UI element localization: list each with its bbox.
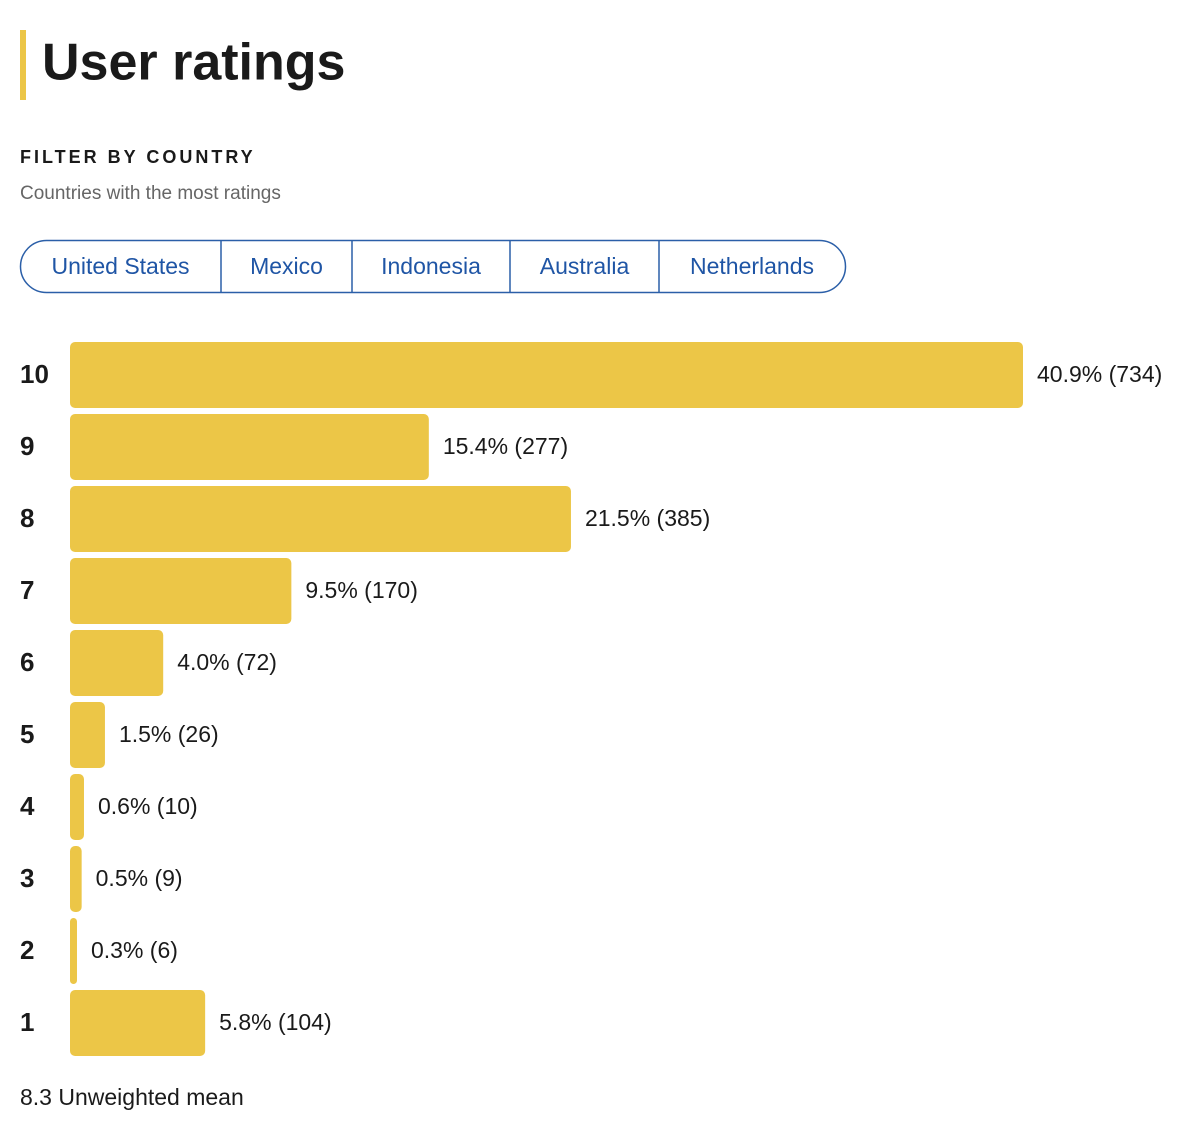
bar (70, 702, 105, 768)
value-label: 0.3% (6) (91, 937, 178, 963)
bar (70, 846, 82, 912)
category-label: 7 (20, 575, 34, 605)
filter-button[interactable] (221, 241, 352, 292)
category-label: 10 (20, 359, 49, 389)
value-label: 9.5% (170) (305, 577, 418, 603)
bar (70, 414, 429, 480)
category-label: 8 (20, 503, 34, 533)
value-label: 40.9% (734) (1037, 361, 1162, 387)
filter-subtitle: Countries with the most ratings (20, 183, 281, 204)
category-label: 2 (20, 935, 34, 965)
value-label: 15.4% (277) (443, 433, 568, 459)
value-label: 0.5% (9) (96, 865, 183, 891)
bar (70, 486, 571, 552)
bar (70, 558, 292, 624)
category-label: 3 (20, 863, 34, 893)
filter-button[interactable] (20, 241, 221, 292)
filter-button[interactable] (659, 241, 845, 292)
category-label: 9 (20, 431, 34, 461)
category-label: 5 (20, 719, 34, 749)
filter-label: FILTER BY COUNTRY (20, 147, 256, 167)
filter-button[interactable] (352, 241, 510, 292)
filter-button[interactable] (510, 241, 659, 292)
category-label: 4 (20, 791, 35, 821)
value-label: 4.0% (72) (177, 649, 277, 675)
bar (70, 342, 1023, 408)
value-label: 21.5% (385) (585, 505, 710, 531)
value-label: 0.6% (10) (98, 793, 198, 819)
title: User ratings (42, 34, 345, 92)
value-label: 5.8% (104) (219, 1009, 332, 1035)
footer-mean: 8.3 Unweighted mean (20, 1084, 244, 1110)
category-label: 6 (20, 647, 34, 677)
bar (70, 774, 84, 840)
bar (70, 990, 206, 1056)
bar (70, 918, 77, 984)
value-label: 1.5% (26) (119, 721, 219, 747)
category-label: 1 (20, 1007, 34, 1037)
bar (70, 630, 164, 696)
filter-group (19, 239, 847, 294)
title-accent (20, 30, 26, 100)
